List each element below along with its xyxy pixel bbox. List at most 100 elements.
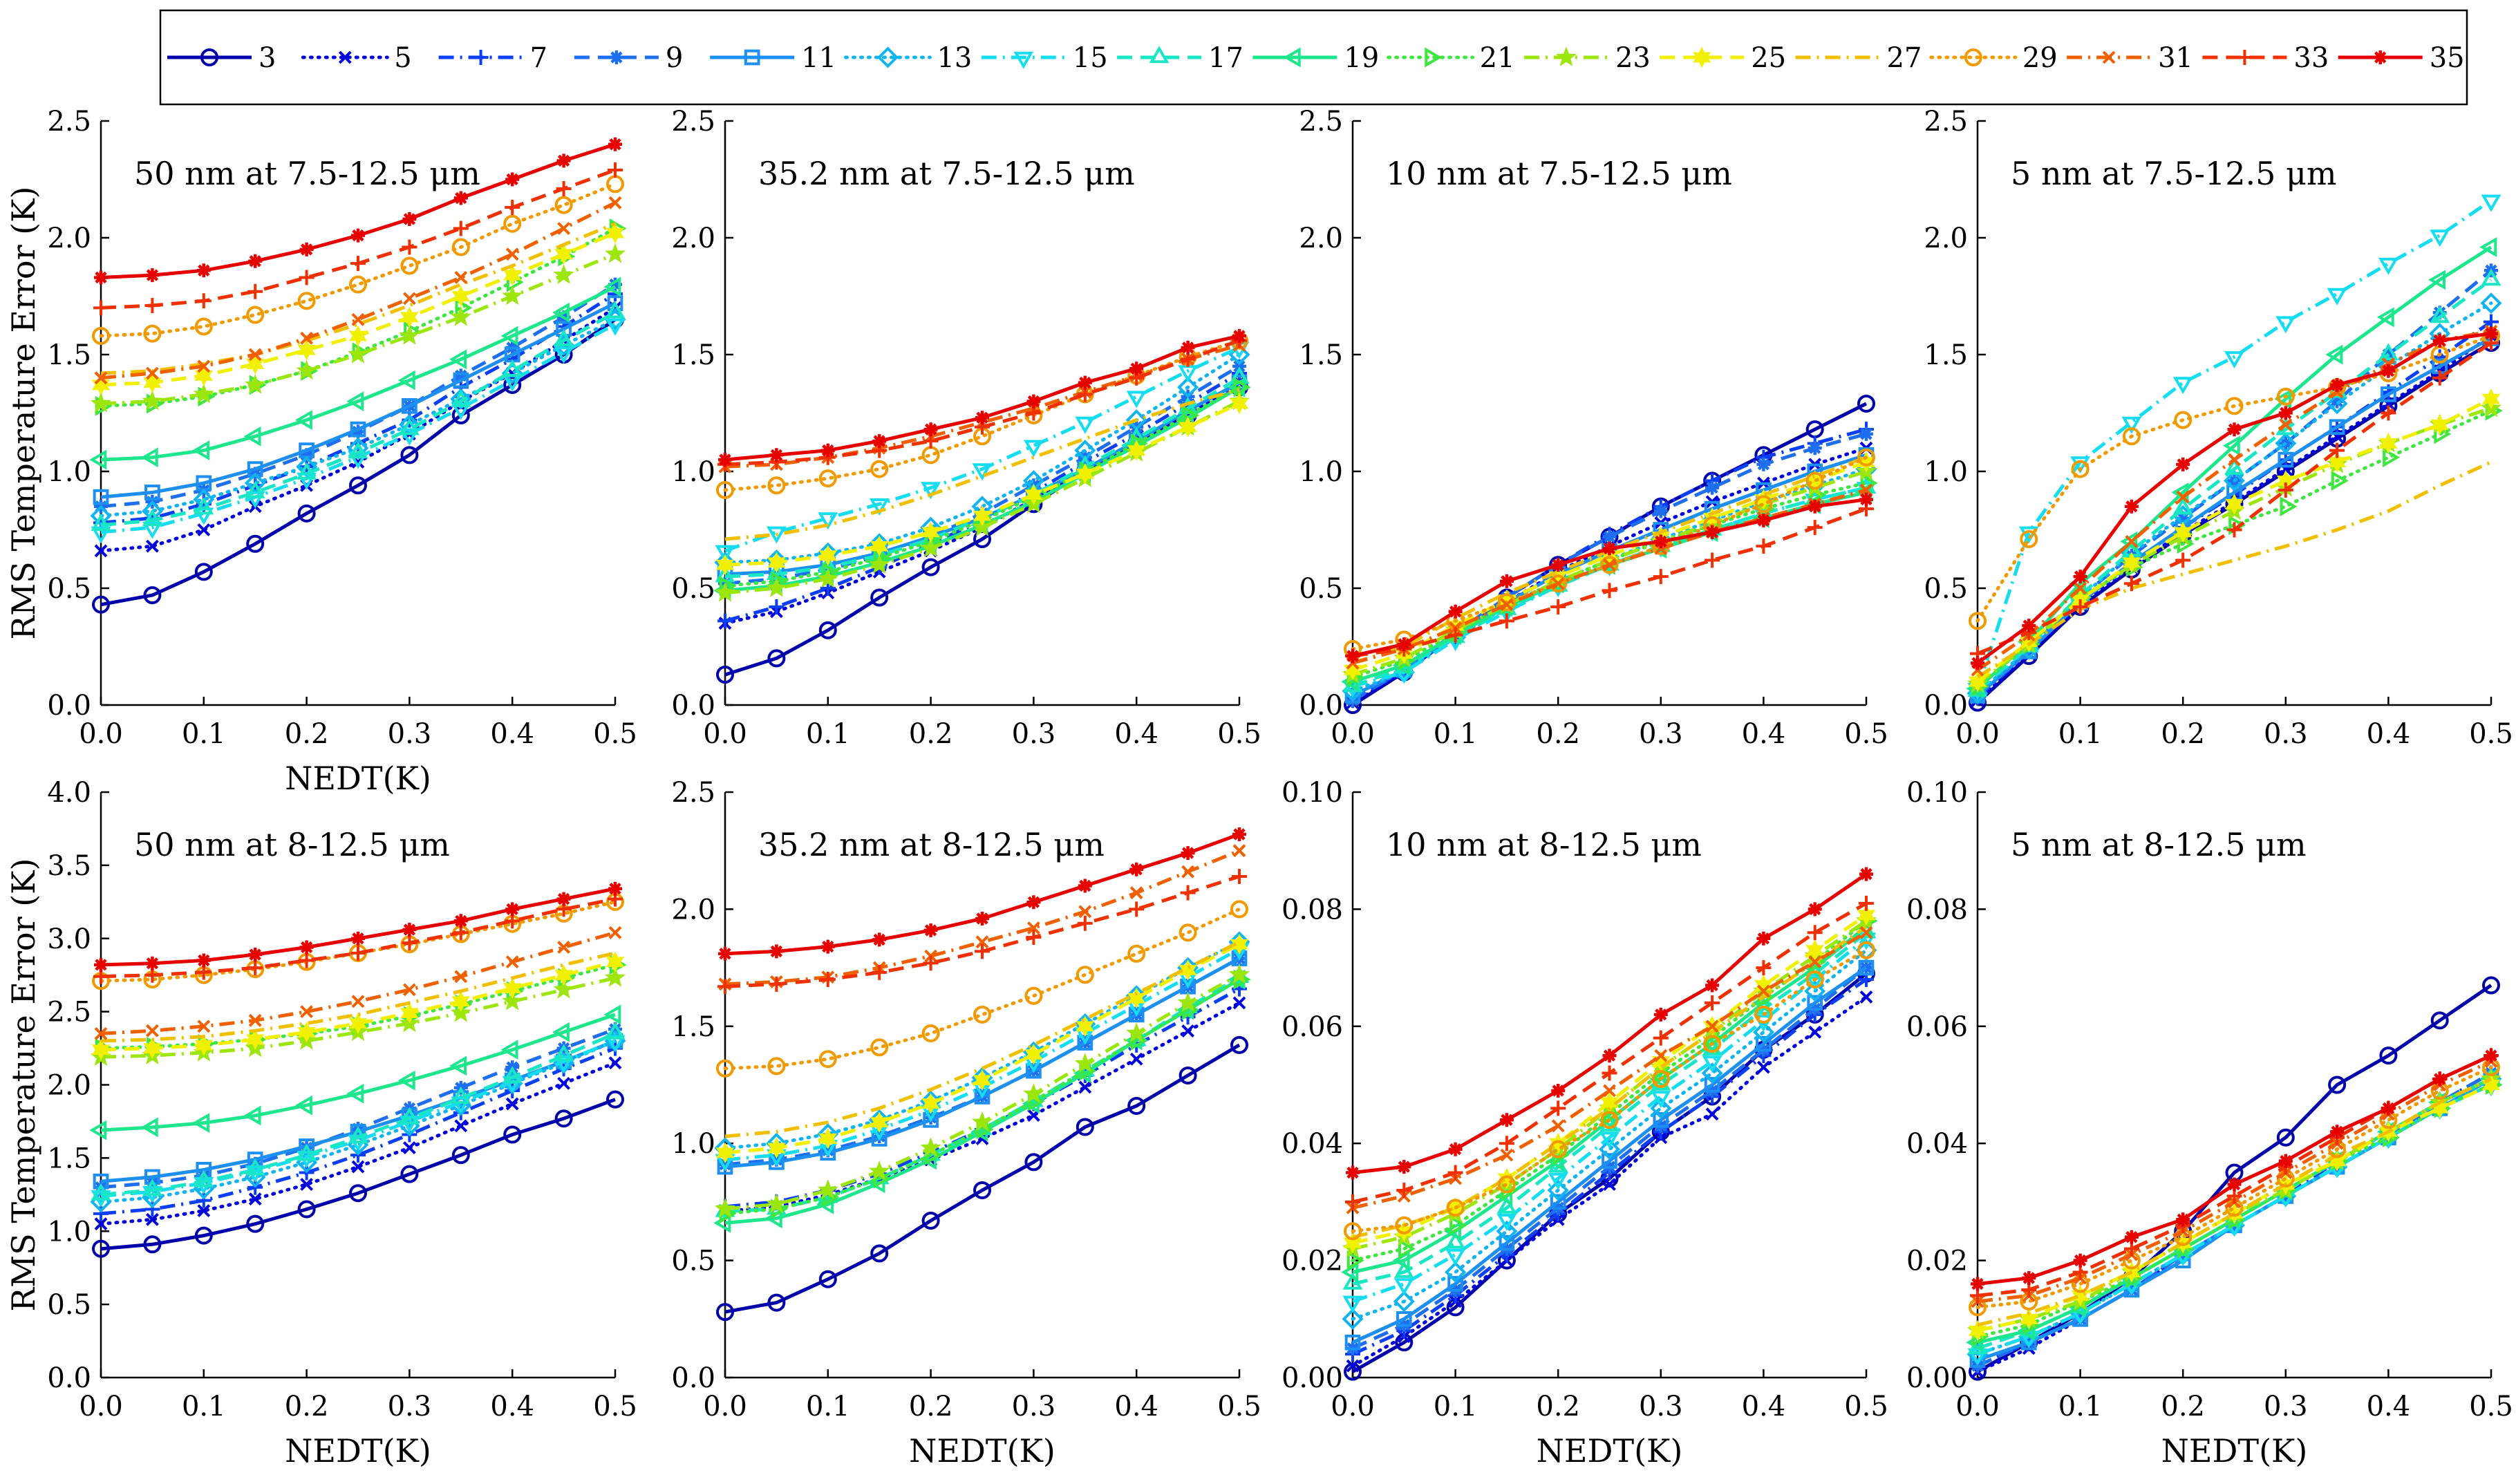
data-point bbox=[769, 1152, 784, 1167]
data-point bbox=[194, 1035, 214, 1056]
data-point bbox=[450, 306, 471, 326]
series-25 bbox=[91, 222, 625, 396]
series-line-31 bbox=[1352, 488, 1867, 665]
legend-label-31: 31 bbox=[2158, 42, 2193, 74]
series-21 bbox=[719, 377, 1251, 597]
data-point bbox=[767, 476, 786, 495]
data-point bbox=[1344, 1334, 1361, 1351]
data-point bbox=[1653, 1007, 1668, 1022]
y-tick-label: 1.0 bbox=[47, 456, 91, 488]
legend-marker-13 bbox=[876, 46, 899, 68]
data-point bbox=[1603, 1084, 1616, 1098]
y-tick-label: 0.0 bbox=[671, 1362, 715, 1394]
data-point bbox=[248, 948, 263, 961]
data-point bbox=[769, 944, 784, 959]
data-point bbox=[348, 1126, 368, 1144]
data-point bbox=[454, 1119, 468, 1133]
data-point bbox=[145, 956, 160, 970]
data-point bbox=[1808, 1025, 1822, 1039]
data-point bbox=[1182, 405, 1200, 426]
series-line-7 bbox=[100, 1046, 616, 1216]
y-tick-label: 1.5 bbox=[671, 339, 715, 371]
data-point bbox=[1654, 1049, 1668, 1062]
y-tick-label: 0.5 bbox=[671, 1246, 715, 1277]
data-point bbox=[921, 446, 940, 464]
data-point bbox=[920, 537, 941, 558]
data-point bbox=[2330, 377, 2345, 392]
data-point bbox=[1804, 980, 1826, 1002]
data-point bbox=[1230, 1035, 1248, 1054]
data-point bbox=[1232, 844, 1246, 858]
data-point bbox=[1807, 925, 1823, 941]
data-point bbox=[1756, 1035, 1772, 1052]
data-point bbox=[608, 137, 622, 151]
series-33 bbox=[93, 162, 623, 316]
data-point bbox=[2227, 422, 2242, 437]
data-point bbox=[2379, 433, 2398, 454]
data-point bbox=[1808, 902, 1822, 917]
data-point bbox=[505, 247, 519, 261]
data-point bbox=[453, 914, 468, 928]
series-line-33 bbox=[1977, 1053, 2492, 1297]
data-point bbox=[94, 957, 108, 972]
series-line-17 bbox=[100, 311, 617, 527]
series-17 bbox=[91, 1022, 626, 1201]
data-point bbox=[603, 1004, 621, 1025]
data-point bbox=[2125, 534, 2139, 548]
x-tick-label: 0.1 bbox=[1434, 718, 1478, 750]
x-tick-label: 0.5 bbox=[2469, 1391, 2513, 1422]
data-point bbox=[1971, 656, 1984, 670]
legend-marker-3 bbox=[200, 48, 218, 66]
legend-label-15: 15 bbox=[1073, 42, 1108, 74]
data-point bbox=[2174, 411, 2193, 429]
data-point bbox=[2176, 490, 2190, 504]
y-tick-label: 1.5 bbox=[1924, 339, 1968, 371]
data-point bbox=[1705, 1020, 1719, 1033]
data-point bbox=[973, 1181, 991, 1199]
data-point bbox=[1180, 885, 1196, 901]
data-point bbox=[2280, 496, 2298, 517]
data-point bbox=[1078, 375, 1092, 390]
data-point bbox=[973, 505, 992, 527]
panel-title: 10 nm at 7.5-12.5 μm bbox=[1386, 155, 1732, 192]
data-point bbox=[454, 970, 468, 984]
y-tick-label: 0.06 bbox=[1282, 1011, 1343, 1043]
data-point bbox=[1179, 959, 1197, 981]
data-point bbox=[243, 426, 261, 447]
legend-marker-5 bbox=[338, 50, 352, 64]
legend-label-27: 27 bbox=[1887, 42, 1922, 74]
x-tick-label: 0.3 bbox=[1012, 718, 1056, 750]
data-point bbox=[2275, 432, 2297, 454]
data-point bbox=[1704, 1077, 1720, 1093]
x-tick-label: 0.1 bbox=[2058, 1391, 2103, 1422]
data-point bbox=[2278, 482, 2293, 498]
series-line-15 bbox=[100, 1039, 616, 1198]
legend-label-21: 21 bbox=[1480, 42, 1515, 74]
data-point bbox=[399, 417, 420, 435]
x-tick-label: 0.4 bbox=[1742, 1391, 1786, 1422]
data-point bbox=[399, 428, 420, 446]
y-tick-label: 0.04 bbox=[1906, 1128, 1968, 1160]
data-point bbox=[93, 1205, 109, 1221]
legend-entry-27: 27 bbox=[1795, 42, 1922, 74]
series-21 bbox=[95, 955, 627, 1058]
y-tick-label: 1.5 bbox=[671, 1011, 715, 1043]
data-point bbox=[295, 1095, 312, 1116]
series-line-27 bbox=[100, 222, 616, 375]
x-tick-label: 0.2 bbox=[909, 1391, 953, 1422]
y-tick-label: 0.00 bbox=[1906, 1362, 1968, 1394]
data-point bbox=[1550, 599, 1566, 615]
data-point bbox=[2227, 1177, 2242, 1192]
data-point bbox=[349, 1184, 367, 1203]
series-line-21 bbox=[1351, 919, 1868, 1263]
data-point bbox=[923, 955, 939, 971]
data-point bbox=[1023, 440, 1044, 458]
data-point bbox=[197, 1020, 211, 1033]
series-19 bbox=[89, 1004, 621, 1140]
series-line-33 bbox=[100, 897, 616, 979]
data-point bbox=[349, 476, 367, 495]
x-tick-label: 0.2 bbox=[1536, 718, 1580, 750]
data-point bbox=[194, 317, 213, 336]
data-point bbox=[2327, 288, 2347, 306]
data-point bbox=[2432, 306, 2447, 320]
